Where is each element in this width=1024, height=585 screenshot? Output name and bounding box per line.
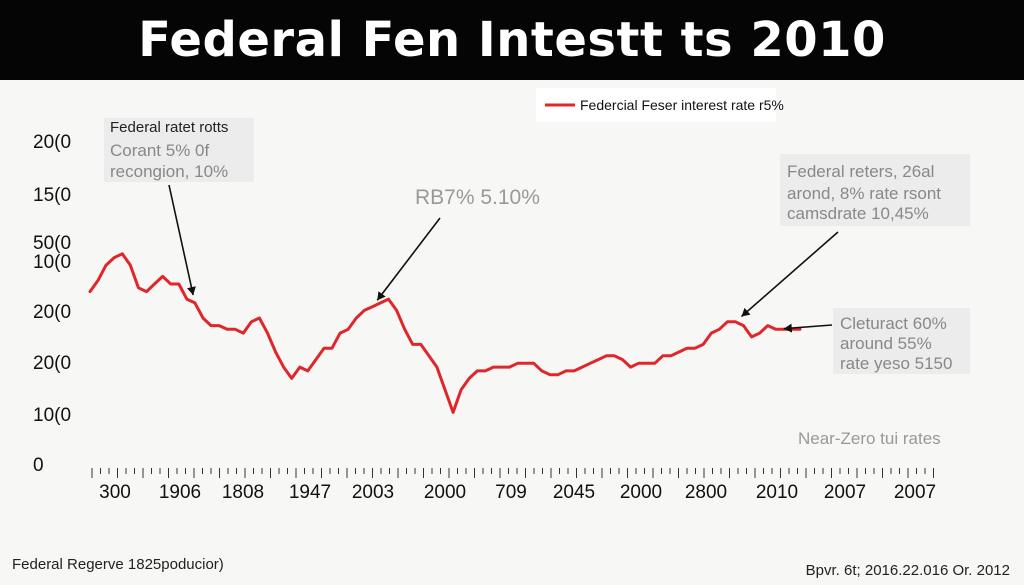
annotation-arrowhead: [783, 323, 793, 333]
annotation-layer: Federal ratet rotts Corant 5% 0f recongion…: [104, 118, 970, 448]
annotation-text: Cleturact 60%: [840, 314, 947, 333]
y-tick-label: 10(0: [33, 405, 71, 426]
chart-title: Federal Fen Intestt ts 2010: [138, 12, 886, 68]
x-tick-label: 2003: [352, 482, 394, 503]
annotation-arrow: [376, 217, 441, 301]
annotation-ann-2: RB7% 5.10%: [376, 186, 540, 301]
x-tick-label: 709: [495, 482, 527, 503]
y-axis: 20(015(050(010(020(020(010(00: [33, 132, 71, 476]
series-layer: [88, 252, 802, 414]
annotation-text: Federal reters, 26al: [787, 162, 934, 181]
source-credit: Federal Regerve 1825poducior): [12, 556, 224, 573]
annotation-box: [780, 154, 970, 226]
annotation-arrow: [740, 231, 839, 318]
y-tick-label: 20(0: [33, 353, 71, 374]
annotation-text: recongion, 10%: [110, 162, 228, 181]
x-tick-label: 1947: [289, 482, 331, 503]
annotation-text: around 55%: [840, 334, 932, 353]
annotation-ann-4: Cleturact 60%around 55%rate yeso 5150: [783, 308, 970, 374]
x-axis: 300 1906 1808 1947 2003 2000 709 2045 2000 2800 20…: [91, 468, 936, 503]
line-chart: 20(015(050(010(020(020(010(00 300 1906 180…: [33, 88, 970, 503]
title-bar: Federal Fen Intestt ts 2010: [0, 0, 1024, 80]
annotation-text: Near-Zero tui rates: [798, 429, 941, 448]
annotation-ann-3: Federal reters, 26al arond, 8% rate rsont…: [740, 154, 970, 318]
series-line: [88, 252, 802, 414]
annotation-text: camsdrate 10,45%: [787, 204, 929, 223]
x-tick-label: 2800: [685, 482, 727, 503]
y-tick-label: 15(0: [33, 185, 71, 206]
x-tick-label: 2007: [824, 482, 866, 503]
x-tick-label: 300: [99, 482, 131, 503]
date-credit: Bpvr. 6t; 2016.22.016 Or. 2012: [805, 562, 1010, 579]
annotation-arrow: [783, 324, 833, 330]
y-tick-label: 10(0: [33, 252, 71, 273]
annotation-arrow: [168, 184, 194, 296]
x-tick-label: 2010: [756, 482, 798, 503]
annotation-text: Corant 5% 0f: [110, 141, 209, 160]
x-tick-label: 2045: [553, 482, 595, 503]
annotation-text: RB7% 5.10%: [415, 186, 540, 209]
annotation-box: [104, 118, 254, 182]
x-tick-label: 1808: [222, 482, 264, 503]
y-tick-label: 0: [33, 455, 44, 476]
annotation-text: Federal ratet rotts: [110, 119, 228, 136]
y-tick-label: 20(0: [33, 132, 71, 153]
annotation-ann-1: Federal ratet rotts Corant 5% 0f recongion…: [104, 118, 254, 296]
annotation-text: arond, 8% rate rsont: [787, 184, 941, 203]
legend-label: Federcial Feser interest rate r5%: [580, 97, 784, 113]
x-tick-label: 2007: [894, 482, 936, 503]
x-tick-label: 2000: [620, 482, 662, 503]
annotation-arrowhead: [187, 286, 196, 296]
x-tick-label: 2000: [424, 482, 466, 503]
y-tick-label: 50(0: [33, 233, 71, 254]
y-tick-label: 20(0: [33, 302, 71, 323]
legend: Federcial Feser interest rate r5%: [536, 88, 784, 122]
x-tick-label: 1906: [159, 482, 201, 503]
annotation-text: rate yeso 5150: [840, 354, 952, 373]
legend-box: [536, 88, 776, 122]
annotation-arrowhead: [741, 307, 751, 317]
annotation-ann-5: Near-Zero tui rates: [798, 429, 941, 448]
annotation-arrowhead: [377, 291, 386, 301]
annotation-box: [833, 308, 970, 374]
